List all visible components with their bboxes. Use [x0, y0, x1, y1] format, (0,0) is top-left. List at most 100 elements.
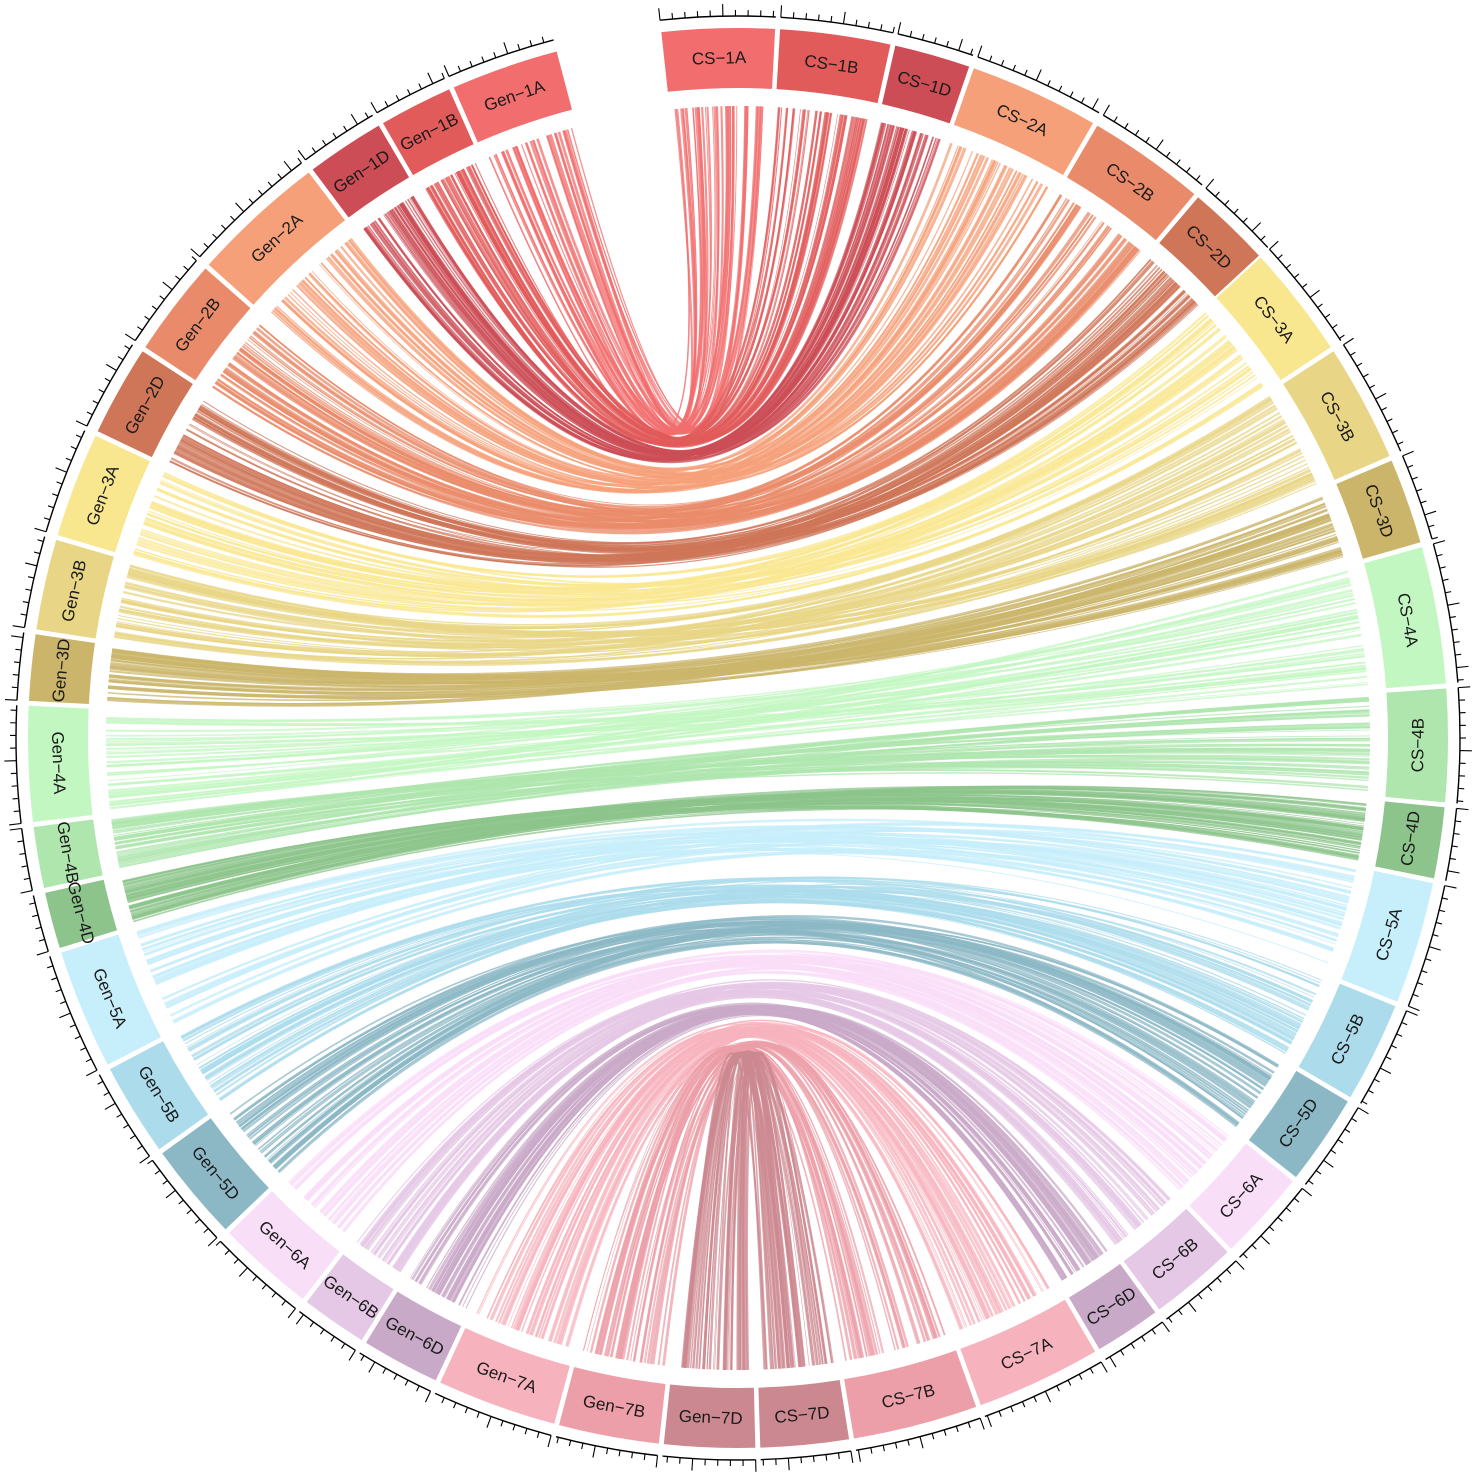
- tick-axis: [151, 1159, 218, 1239]
- minor-tick: [34, 551, 41, 555]
- synteny-link: [126, 441, 1298, 635]
- minor-tick: [643, 1453, 646, 1461]
- tick-axis: [199, 162, 302, 258]
- minor-tick: [203, 242, 209, 248]
- minor-tick: [261, 1284, 267, 1290]
- minor-tick: [1134, 129, 1140, 136]
- tick-axis: [1456, 687, 1461, 804]
- major-tick: [1429, 946, 1441, 951]
- minor-tick: [1411, 476, 1418, 480]
- minor-tick: [230, 215, 236, 221]
- synteny-link: [200, 898, 1288, 1072]
- synteny-link: [525, 106, 735, 433]
- synteny-link: [112, 714, 1370, 829]
- minor-tick: [1407, 464, 1414, 469]
- synteny-link: [447, 1012, 1066, 1301]
- synteny-link: [215, 886, 1317, 1096]
- minor-tick: [1012, 64, 1016, 71]
- chromosome-segment: [145, 268, 251, 381]
- chromosome-segment: [844, 1350, 977, 1439]
- synteny-link: [156, 374, 1256, 592]
- synteny-link: [129, 798, 1363, 910]
- minor-tick: [882, 1445, 885, 1452]
- minor-tick: [457, 65, 462, 72]
- chromosome-segment: [208, 172, 346, 305]
- synteny-link: [188, 884, 1307, 1053]
- tick-axis: [448, 39, 554, 78]
- tick-axis: [23, 536, 46, 628]
- synteny-link: [559, 1036, 968, 1345]
- minor-tick: [1416, 488, 1423, 492]
- synteny-link: [512, 106, 720, 434]
- chromosome-segment: [383, 89, 474, 176]
- synteny-link: [361, 979, 1171, 1247]
- synteny-link: [337, 967, 1198, 1229]
- synteny-link: [162, 318, 1212, 578]
- minor-tick: [1285, 1207, 1292, 1213]
- synteny-link: [118, 737, 1371, 864]
- synteny-link: [240, 915, 1280, 1131]
- minor-tick: [493, 51, 497, 59]
- minor-tick: [175, 275, 181, 281]
- major-tick: [162, 281, 173, 290]
- minor-tick: [1453, 832, 1460, 835]
- minor-tick: [1277, 254, 1283, 260]
- synteny-link: [515, 1027, 1011, 1331]
- minor-tick: [1455, 820, 1462, 823]
- minor-tick: [1242, 1253, 1248, 1259]
- tick-axis: [662, 1455, 756, 1461]
- synteny-link: [108, 647, 1364, 799]
- minor-tick: [194, 1218, 201, 1224]
- minor-tick: [631, 1452, 634, 1459]
- minor-tick: [1385, 1056, 1392, 1060]
- tick-axis: [1445, 808, 1458, 881]
- tick-axis: [977, 56, 1100, 114]
- minor-tick: [416, 1385, 420, 1392]
- synteny-link: [106, 583, 1352, 755]
- chromosome-segment: [1066, 125, 1195, 241]
- synteny-link: [500, 1029, 985, 1325]
- synteny-link: [130, 805, 1360, 912]
- minor-tick: [1396, 1033, 1403, 1037]
- synteny-link: [250, 214, 1094, 512]
- minor-tick: [1056, 1385, 1060, 1392]
- synteny-link: [251, 930, 1252, 1144]
- synteny-link: [111, 755, 1370, 822]
- major-tick: [787, 1458, 790, 1471]
- minor-tick: [1457, 800, 1464, 802]
- tick-axis: [16, 632, 25, 701]
- minor-tick: [1301, 283, 1308, 288]
- minor-tick: [1216, 1277, 1222, 1283]
- synteny-link: [205, 899, 1289, 1081]
- synteny-link: [266, 936, 1246, 1160]
- major-tick: [1375, 392, 1387, 400]
- synteny-link: [259, 202, 1075, 506]
- minor-tick: [989, 55, 993, 62]
- chromosome-segment: [1159, 197, 1259, 297]
- minor-tick: [1436, 553, 1443, 557]
- minor-tick: [178, 1199, 184, 1205]
- minor-tick: [35, 926, 42, 930]
- synteny-link: [649, 1045, 909, 1365]
- tick-axis: [1268, 248, 1342, 341]
- synteny-link: [106, 667, 1367, 726]
- chromosome-segment: [45, 879, 118, 948]
- synteny-link: [742, 1052, 772, 1370]
- minor-tick: [855, 19, 858, 26]
- minor-tick: [870, 1447, 873, 1454]
- major-tick: [235, 202, 245, 213]
- minor-tick: [1130, 1343, 1135, 1349]
- synteny-link: [515, 106, 738, 433]
- minor-tick: [481, 56, 485, 63]
- minor-tick: [880, 24, 883, 31]
- major-tick: [36, 950, 49, 956]
- synteny-link: [486, 1019, 1049, 1319]
- minor-tick: [212, 233, 218, 239]
- tick-axis: [134, 260, 197, 341]
- synteny-link: [606, 1042, 929, 1357]
- synteny-link: [109, 518, 1332, 688]
- chromosome-segment: [1189, 1143, 1293, 1249]
- synteny-link: [706, 1052, 788, 1370]
- major-tick: [1343, 337, 1354, 346]
- chromosome-segment: [1216, 257, 1331, 381]
